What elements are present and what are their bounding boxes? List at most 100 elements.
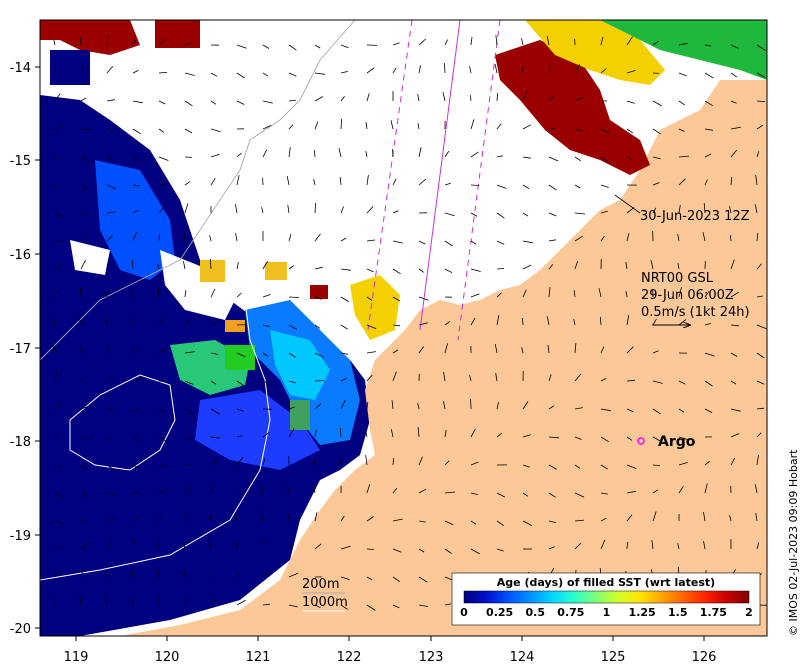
current-vector	[495, 35, 498, 46]
current-vector	[54, 520, 64, 525]
current-vector	[730, 380, 737, 385]
current-vector	[340, 604, 348, 610]
current-vector	[288, 406, 295, 410]
current-vector	[312, 483, 316, 494]
current-vector	[626, 156, 633, 161]
current-vector	[132, 156, 141, 162]
current-vector	[470, 151, 479, 158]
current-vector	[132, 408, 142, 413]
current-vector	[652, 156, 661, 160]
current-vector	[105, 315, 108, 326]
current-vector	[522, 66, 524, 74]
current-vector	[444, 39, 448, 46]
current-vector	[286, 485, 290, 494]
current-vector	[392, 210, 399, 214]
current-vector	[678, 486, 684, 494]
current-vector	[210, 177, 216, 186]
current-vector	[704, 72, 714, 79]
current-vector	[184, 408, 192, 414]
current-vector	[730, 408, 741, 412]
current-vector	[287, 205, 290, 214]
current-vector	[158, 206, 165, 214]
current-vector	[390, 429, 394, 438]
current-vector	[158, 348, 167, 354]
current-vector	[132, 209, 139, 214]
current-vector	[418, 322, 428, 326]
colorbar-tick-label: 1.25	[629, 606, 656, 619]
current-vector	[132, 100, 143, 104]
current-vector	[418, 178, 427, 186]
current-vector	[210, 100, 217, 105]
current-vector	[132, 347, 137, 354]
current-vector	[183, 541, 186, 550]
current-vector	[366, 516, 374, 522]
current-vector	[444, 343, 448, 354]
current-vector	[756, 542, 760, 550]
current-vector	[80, 212, 88, 215]
x-axis-labels: 119 120 121 122 123 124 125 126	[64, 650, 717, 665]
current-vector	[366, 401, 369, 410]
current-vector	[677, 263, 680, 270]
current-vector	[626, 36, 633, 46]
contour-1000m-label: 1000m	[302, 595, 348, 610]
current-vector	[548, 520, 556, 523]
current-vector	[184, 100, 193, 107]
y-tick-label: -20	[10, 622, 31, 637]
current-vector	[600, 517, 607, 522]
current-vector	[314, 324, 321, 329]
sea-age-0.75-region	[270, 330, 330, 400]
colorbar-tick-label: 1.75	[700, 606, 727, 619]
argo-marker[interactable]	[637, 437, 645, 445]
current-vector	[54, 93, 61, 102]
current-vector	[262, 125, 272, 130]
current-vector	[106, 235, 113, 242]
current-vector	[340, 545, 351, 550]
current-vector	[574, 128, 583, 132]
current-vector	[730, 457, 736, 466]
current-vector	[522, 91, 528, 102]
current-vector	[106, 344, 110, 354]
current-vector	[236, 456, 244, 466]
current-vector	[652, 380, 663, 384]
current-vector	[444, 150, 450, 158]
current-vector	[340, 296, 349, 302]
current-vector	[444, 460, 450, 466]
current-vector	[444, 182, 451, 186]
current-vector	[340, 324, 349, 330]
current-vector	[652, 182, 660, 186]
current-vector	[626, 128, 634, 134]
colorbar-tick-label: 0.75	[557, 606, 584, 619]
current-vector	[574, 342, 577, 354]
current-vector	[106, 99, 115, 102]
current-vector	[756, 380, 765, 385]
current-vector	[652, 489, 659, 494]
current-vector	[288, 572, 299, 578]
current-vector	[600, 492, 608, 495]
current-vector	[495, 373, 498, 382]
current-vector	[600, 436, 609, 443]
colorbar-tick-label: 0.25	[486, 606, 513, 619]
current-vector	[54, 546, 63, 550]
current-vector	[54, 126, 63, 130]
current-vector	[470, 119, 475, 130]
current-vector	[652, 511, 657, 522]
current-vector	[756, 72, 765, 78]
y-tick-label: -18	[10, 435, 31, 450]
current-vector	[106, 184, 117, 190]
current-vector	[234, 513, 238, 522]
current-vector	[625, 291, 628, 298]
current-vector	[444, 321, 451, 326]
current-vector	[366, 604, 376, 611]
current-vector	[314, 202, 316, 214]
current-vector	[470, 428, 476, 438]
current-vector	[443, 372, 446, 382]
current-vector	[548, 287, 551, 298]
current-vector	[392, 371, 397, 382]
current-vector	[314, 512, 318, 522]
sea-age-1.5-coast	[525, 20, 665, 85]
current-vector	[678, 287, 682, 298]
current-vector	[184, 290, 187, 298]
current-vector	[53, 319, 56, 326]
current-vector	[366, 239, 375, 242]
